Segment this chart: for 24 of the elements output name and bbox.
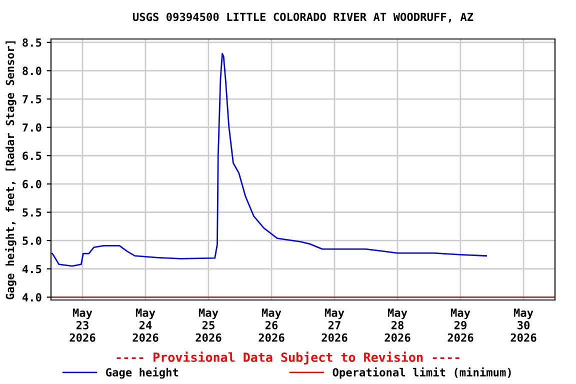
y-tick-label: 5.0 [22,236,42,245]
x-tick-label: May 30 2026 [510,308,536,342]
x-tick-label: May 27 2026 [322,308,348,342]
chart-title: USGS 09394500 LITTLE COLORADO RIVER AT WOODRUFF, AZ [133,12,474,22]
line-series [52,53,488,267]
y-tick-label: 7.5 [22,95,42,104]
x-tick-label: May 26 2026 [258,308,284,342]
y-tick-label: 5.5 [22,208,42,217]
y-tick-label: 8.5 [22,38,42,47]
y-tick-label: 7.0 [22,123,42,132]
x-tick-label: May 29 2026 [448,308,474,342]
y-tick-label: 4.5 [22,264,42,274]
text: ---- Provisional Data Subject to Revision ---- [116,352,460,364]
y-tick-label: 6.0 [22,180,42,188]
legend-label: Operational limit (minimum) [332,367,511,379]
y-axis-title: Gage height, feet, [Radar Stage Sensor] [5,41,16,300]
x-tick-label: May 25 2026 [196,308,222,342]
legend-label: Gage height [106,367,178,379]
y-tick-label: 4.0 [22,293,42,302]
y-tick-label: 8.0 [22,66,42,76]
x-tick-label: May 24 2026 [132,308,158,342]
x-tick-label: May 23 2026 [70,308,96,342]
y-tick-label: 6.5 [22,152,42,160]
x-tick-label: May 28 2026 [384,308,410,342]
